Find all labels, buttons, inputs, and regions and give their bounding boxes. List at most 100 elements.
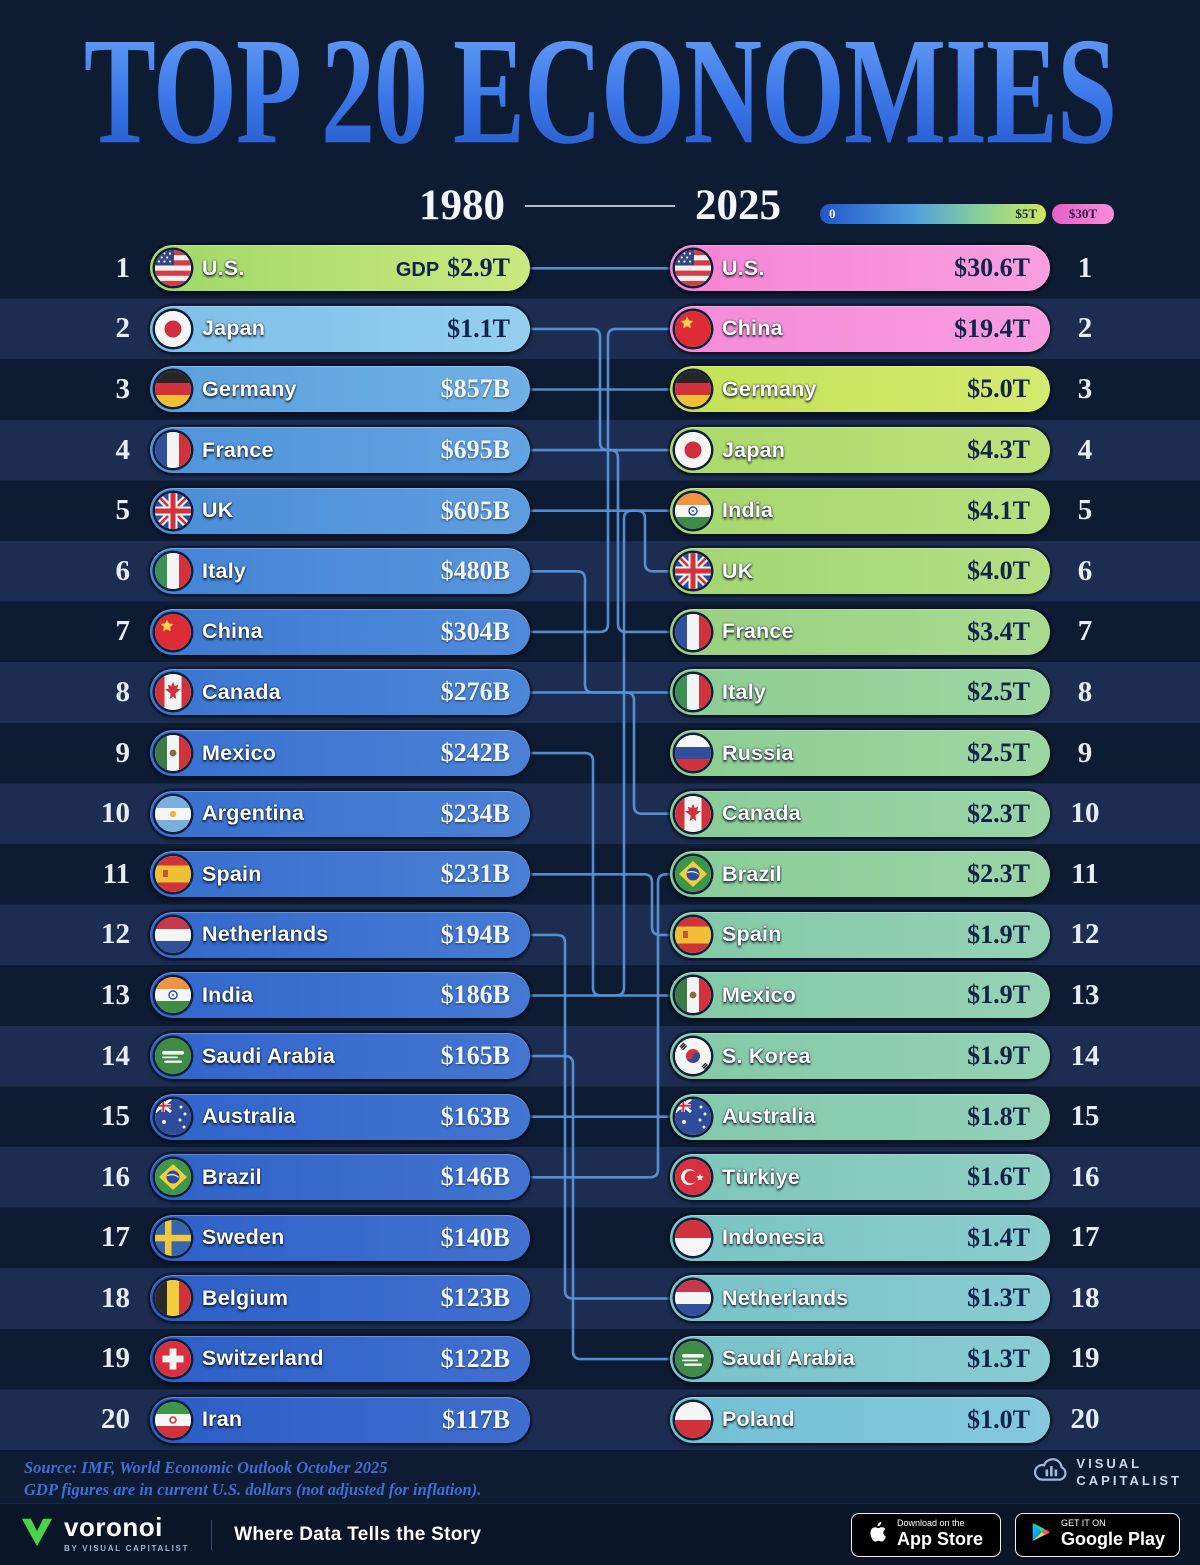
country-label: India bbox=[722, 498, 774, 523]
pill-2025-japan: Japan $4.3T bbox=[670, 427, 1050, 474]
flag-mx-icon bbox=[155, 735, 191, 772]
flag-es-icon bbox=[155, 856, 191, 893]
gdp-value: $140B bbox=[440, 1222, 510, 1252]
pill-1980-argentina: Argentina $234B bbox=[150, 790, 530, 837]
gdp-value: $276B bbox=[440, 677, 510, 707]
country-label: U.S. bbox=[722, 255, 765, 280]
country-label: Australia bbox=[202, 1104, 296, 1129]
table-row: 2 Japan $1.1T China $19.4T 2 bbox=[0, 299, 1200, 360]
flag-fr-icon bbox=[155, 432, 191, 469]
rank-2025: 10 bbox=[1070, 797, 1100, 830]
pill-2025-brazil: Brazil $2.3T bbox=[670, 851, 1050, 898]
flag-ch-icon bbox=[155, 1340, 191, 1377]
scale-min-label: 0 bbox=[829, 206, 836, 221]
country-label: Brazil bbox=[202, 1164, 262, 1189]
gdp-value: $163B bbox=[440, 1101, 510, 1131]
country-label: Saudi Arabia bbox=[202, 1043, 336, 1068]
gdp-value: $194B bbox=[440, 919, 510, 949]
rank-1980: 3 bbox=[115, 372, 131, 405]
store-badges: Download on the App Store GET IT ON Goog… bbox=[850, 1512, 1180, 1557]
pill-1980-france: France $695B bbox=[150, 427, 530, 474]
pill-2025-t-rkiye: Türkiye $1.6T bbox=[670, 1154, 1050, 1201]
flag-ca-icon bbox=[155, 674, 191, 711]
app-store-badge[interactable]: Download on the App Store bbox=[850, 1512, 1001, 1557]
cloud-icon bbox=[1033, 1456, 1067, 1489]
gdp-value: $304B bbox=[440, 616, 510, 646]
gdp-value: $117B bbox=[442, 1404, 510, 1434]
gdp-value: $123B bbox=[440, 1283, 510, 1313]
country-label: Iran bbox=[202, 1407, 243, 1432]
country-label: Mexico bbox=[202, 740, 277, 765]
pill-2025-s-korea: S. Korea $1.9T bbox=[670, 1033, 1050, 1080]
table-row: 9 Mexico $242B Russia $2.5T 9 bbox=[0, 723, 1200, 784]
country-label: Argentina bbox=[202, 801, 305, 826]
pill-1980-germany: Germany $857B bbox=[150, 366, 530, 413]
pill-2025-poland: Poland $1.0T bbox=[670, 1396, 1050, 1443]
rank-2025: 9 bbox=[1077, 736, 1093, 769]
pill-2025-germany: Germany $5.0T bbox=[670, 366, 1050, 413]
flag-ar-icon bbox=[155, 795, 191, 832]
bar-divider bbox=[211, 1519, 213, 1550]
gdp-value: $146B bbox=[440, 1162, 510, 1192]
flag-ca-icon bbox=[675, 795, 711, 832]
rank-1980: 7 bbox=[115, 615, 131, 648]
pill-1980-italy: Italy $480B bbox=[150, 548, 530, 595]
rank-1980: 1 bbox=[115, 251, 131, 284]
table-row: 17 Sweden $140B Indonesia $1.4T 17 bbox=[0, 1208, 1200, 1269]
gdp-value: $5.0T bbox=[967, 374, 1030, 404]
country-label: Spain bbox=[722, 922, 782, 947]
gdp-value: $4.0T bbox=[967, 556, 1030, 586]
voronoi-wordmark: voronoi BY VISUAL CAPITALIST bbox=[64, 1512, 190, 1553]
voronoi-v-icon bbox=[20, 1515, 54, 1554]
rank-1980: 4 bbox=[115, 433, 131, 466]
years-divider-line bbox=[525, 204, 675, 207]
flag-nl-icon bbox=[155, 916, 191, 953]
table-row: 10 Argentina $234B Canada $2.3T 10 bbox=[0, 783, 1200, 844]
voronoi-name: voronoi bbox=[64, 1512, 163, 1543]
rank-2025: 8 bbox=[1077, 675, 1093, 708]
gdp-value: $1.8T bbox=[967, 1101, 1030, 1131]
color-scale-legend: 0 $5T $30T bbox=[820, 204, 1114, 224]
table-row: 5 UK $605B India $4.1T 5 bbox=[0, 480, 1200, 541]
vc-word-visual: VISUAL bbox=[1076, 1456, 1143, 1471]
flag-de-icon bbox=[675, 371, 711, 408]
flag-pl-icon bbox=[675, 1401, 711, 1438]
rank-2025: 18 bbox=[1070, 1281, 1100, 1314]
gdp-value: $2.3T bbox=[967, 859, 1030, 889]
gdp-value: $4.1T bbox=[967, 495, 1030, 525]
gdp-value: $2.5T bbox=[967, 677, 1030, 707]
rank-1980: 18 bbox=[101, 1281, 130, 1314]
rank-1980: 8 bbox=[115, 675, 131, 708]
rank-2025: 17 bbox=[1070, 1221, 1100, 1254]
flag-es-icon bbox=[675, 916, 711, 953]
scale-max-pill: $30T bbox=[1052, 204, 1114, 224]
gdp-value: $2.5T bbox=[967, 738, 1030, 768]
gdp-value: $231B bbox=[440, 859, 510, 889]
flag-au-icon bbox=[155, 1098, 191, 1135]
flag-ru-icon bbox=[675, 735, 711, 772]
pill-1980-u-s: U.S. GDP $2.9T bbox=[150, 245, 530, 292]
flag-id-icon bbox=[675, 1219, 711, 1256]
rank-1980: 15 bbox=[101, 1100, 130, 1133]
country-label: Mexico bbox=[722, 982, 797, 1007]
pill-1980-spain: Spain $231B bbox=[150, 851, 530, 898]
flag-be-icon bbox=[155, 1280, 191, 1317]
google-play-badge[interactable]: GET IT ON Google Play bbox=[1014, 1512, 1180, 1557]
gplay-small-text: GET IT ON bbox=[1060, 1518, 1106, 1529]
voronoi-subtitle: BY VISUAL CAPITALIST bbox=[64, 1543, 190, 1553]
flag-se-icon bbox=[155, 1219, 191, 1256]
flag-nl-icon bbox=[675, 1280, 711, 1317]
gdp-prefix-label: GDP bbox=[395, 259, 440, 282]
flag-in-icon bbox=[675, 492, 711, 529]
flag-jp-icon bbox=[155, 310, 191, 347]
pill-2025-italy: Italy $2.5T bbox=[670, 669, 1050, 716]
flag-cn-icon bbox=[675, 310, 711, 347]
rank-2025: 5 bbox=[1077, 494, 1093, 527]
country-label: Saudi Arabia bbox=[722, 1346, 856, 1371]
pill-1980-uk: UK $605B bbox=[150, 487, 530, 534]
rank-1980: 9 bbox=[115, 736, 131, 769]
flag-cn-icon bbox=[155, 613, 191, 650]
bottom-brand-bar: voronoi BY VISUAL CAPITALIST Where Data … bbox=[0, 1503, 1200, 1565]
country-label: Belgium bbox=[202, 1285, 289, 1310]
appstore-small-text: Download on the bbox=[896, 1518, 965, 1529]
